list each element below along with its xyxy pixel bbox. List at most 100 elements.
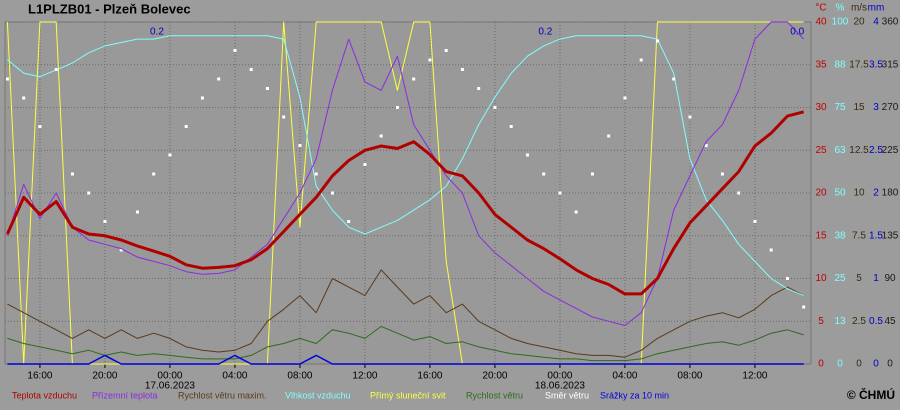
y-tick-label: 15 (853, 102, 865, 113)
copyright: © ČHMÚ (847, 387, 895, 402)
point (558, 191, 562, 195)
annotation: 0.0 (790, 27, 804, 38)
point (509, 125, 513, 128)
legend-label: Teplota vzduchu (12, 390, 77, 400)
y-tick-label: 1 (873, 273, 879, 284)
point (282, 115, 286, 119)
point (737, 191, 741, 195)
y-tick-label: 38 (834, 230, 846, 241)
y-tick-label: 0 (856, 359, 862, 370)
y-tick-label: 5 (818, 316, 824, 327)
y-tick-label: 10 (853, 188, 865, 199)
point (70, 172, 74, 176)
point (655, 39, 659, 43)
point (233, 49, 237, 52)
point (314, 172, 318, 176)
y-tick-label: 25 (834, 273, 846, 284)
point (590, 172, 594, 176)
point (704, 144, 708, 147)
date-label: 18.06.2023 (535, 381, 585, 392)
y-tick-label: 63 (834, 145, 846, 156)
series-line (6, 21, 805, 326)
y-tick-label: 225 (882, 145, 899, 156)
point (217, 77, 221, 81)
x-tick-label: 08:00 (287, 371, 312, 382)
series-line (7, 354, 804, 365)
series-line (7, 269, 804, 358)
y-tick-label: 45 (884, 316, 896, 327)
y-tick-label: 360 (882, 17, 899, 28)
y-tick-label: 315 (882, 59, 899, 70)
y-tick-label: 2.5 (852, 316, 866, 327)
point (623, 96, 627, 100)
y-tick-label: 0 (873, 359, 879, 370)
y-tick-label: 100 (832, 17, 849, 28)
y-tick-label: 2 (873, 188, 879, 199)
point (542, 172, 546, 176)
point (379, 134, 383, 138)
x-tick-label: 04:00 (612, 371, 637, 382)
point (184, 125, 188, 128)
point (477, 87, 481, 90)
y-tick-label: 0.5 (869, 316, 883, 327)
point (688, 115, 692, 119)
y-tick-label: 90 (884, 273, 896, 284)
point (753, 220, 757, 223)
x-tick-label: 04:00 (222, 371, 247, 382)
x-tick-label: 08:00 (677, 371, 702, 382)
y-tick-label: 4 (873, 17, 879, 28)
x-tick-label: 20:00 (482, 371, 507, 382)
legend-label: Srážky za 10 min (600, 390, 669, 400)
date-label: 17.06.2023 (145, 381, 195, 392)
legend-label: Směr větru (545, 390, 589, 400)
point (152, 172, 156, 176)
axis-unit: m/s (851, 3, 867, 14)
point (460, 68, 464, 71)
point (785, 277, 789, 280)
y-tick-label: 35 (815, 59, 827, 70)
point (38, 125, 42, 128)
axis-unit: % (836, 3, 845, 14)
y-tick-label: 20 (853, 17, 865, 28)
chart-title: L1PLZB01 - Plzeň Bolevec (28, 1, 191, 16)
point (54, 68, 58, 71)
y-tick-label: 0 (818, 359, 824, 370)
annotation: 0.2 (538, 27, 552, 38)
point (493, 106, 497, 109)
point (200, 96, 204, 100)
y-tick-label: 0 (837, 359, 843, 370)
point (249, 68, 253, 71)
legend-label: Přímý sluneční svit (370, 390, 446, 400)
y-tick-label: 7.5 (852, 230, 866, 241)
y-tick-label: 75 (834, 102, 846, 113)
y-tick-label: 13 (834, 316, 846, 327)
y-tick-label: 12.5 (849, 145, 869, 156)
y-tick-label: 17.5 (849, 59, 869, 70)
point (347, 220, 351, 223)
point (444, 49, 448, 52)
point (330, 191, 334, 195)
point (720, 172, 724, 176)
series-line (7, 35, 804, 297)
point (22, 96, 26, 100)
y-tick-label: 0 (887, 359, 893, 370)
y-tick-label: 20 (815, 188, 827, 199)
y-tick-label: 40 (815, 17, 827, 28)
point (769, 248, 773, 252)
legend-label: Rychlost větru (466, 390, 523, 400)
point (672, 77, 676, 81)
series-line (6, 110, 805, 296)
point (265, 87, 269, 90)
point (363, 163, 367, 166)
point (412, 77, 416, 81)
point (639, 58, 643, 62)
point (574, 210, 578, 214)
point (87, 191, 91, 195)
y-tick-label: 10 (815, 273, 827, 284)
y-tick-label: 5 (856, 273, 862, 284)
legend-label: Rychlost větru maxim. (178, 390, 267, 400)
annotation: 0.2 (150, 27, 164, 38)
y-tick-label: 15 (815, 230, 827, 241)
point (298, 144, 302, 147)
